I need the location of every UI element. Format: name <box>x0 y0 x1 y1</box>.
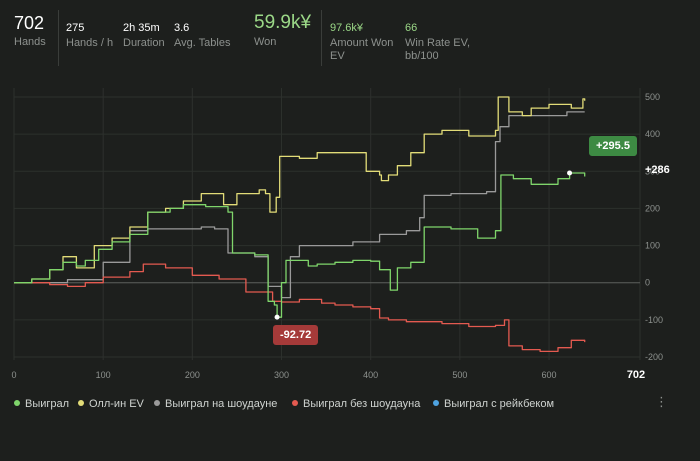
stat-win-rate-ev-value: 66 <box>405 22 418 34</box>
divider <box>321 10 322 66</box>
stat-duration-value: 2h 35m <box>123 22 160 34</box>
y-tick-label: 200 <box>645 203 660 213</box>
stat-avg-tables: 3.6 Avg. Tables <box>174 12 230 50</box>
legend-dot <box>154 400 160 406</box>
x-axis-labels: 0 100 200 300 400 500 600 702 <box>11 369 645 381</box>
stat-amount-won-ev-value: 97.6k¥ <box>330 22 364 34</box>
legend-item-won-no-showdown[interactable]: Выиграл без шоудауна <box>292 398 420 410</box>
max-point-marker <box>567 170 573 176</box>
x-end-label: 702 <box>627 369 645 381</box>
min-point-marker <box>274 314 280 320</box>
legend-item-allin-ev[interactable]: Олл-ин EV <box>78 398 144 410</box>
series-line-2 <box>14 111 585 299</box>
chart-grid <box>13 88 641 360</box>
stat-avg-tables-value: 3.6 <box>174 22 190 34</box>
stat-hands-per-hour: 275 Hands / h <box>66 12 113 50</box>
stat-won-label: Won <box>254 36 277 48</box>
stat-won-value: 59.9k¥ <box>254 12 312 33</box>
legend-dot <box>78 400 84 406</box>
stats-bar: 702 Hands 275 Hands / h 2h 35m Duration … <box>0 0 700 78</box>
stat-hands-per-hour-label: Hands / h <box>66 37 114 49</box>
legend-item-won-showdown[interactable]: Выиграл на шоудауне <box>154 398 277 410</box>
chart-markers <box>274 170 573 320</box>
legend-label: Выиграл без шоудауна <box>303 398 421 410</box>
y-tick-label: 0 <box>645 278 650 288</box>
legend-dot <box>292 400 298 406</box>
legend-dot <box>433 400 439 406</box>
x-tick-label: 500 <box>452 370 467 380</box>
legend-label: Выиграл <box>25 398 70 410</box>
stat-avg-tables-label: Avg. Tables <box>174 37 231 49</box>
x-tick-label: 100 <box>96 370 111 380</box>
y-tick-label: 400 <box>645 129 660 139</box>
stat-hands-label: Hands <box>14 36 46 48</box>
y-tick-label: -200 <box>645 352 663 362</box>
legend-item-won[interactable]: Выиграл <box>14 398 69 410</box>
x-tick-label: 200 <box>185 370 200 380</box>
x-tick-label: 0 <box>11 370 16 380</box>
legend-item-won-rakeback[interactable]: Выиграл с рейкбеком <box>433 398 554 410</box>
divider <box>58 10 59 66</box>
y-axis-labels: 500 400 300 200 100 0 -100 -200 <box>645 92 663 362</box>
stat-won: 59.9k¥ Won <box>254 12 311 49</box>
stat-hands-per-hour-value: 275 <box>66 22 85 34</box>
stat-hands: 702 Hands <box>14 12 46 49</box>
stat-duration-label: Duration <box>123 37 165 49</box>
stat-amount-won-ev-label-2: EV <box>330 50 345 62</box>
stat-win-rate-ev: 66 Win Rate EV, bb/100 <box>405 12 470 63</box>
min-value-tooltip: -92.72 <box>273 325 319 345</box>
series-line-3 <box>14 263 586 353</box>
y-tick-label: 300 <box>645 166 660 176</box>
stat-win-rate-ev-label: Win Rate EV, <box>405 37 471 49</box>
x-tick-label: 400 <box>363 370 378 380</box>
legend-label: Олл-ин EV <box>89 398 144 410</box>
y-tick-label: 100 <box>645 241 660 251</box>
legend-dot <box>14 400 20 406</box>
vertical-ellipsis-icon[interactable]: ⋮ <box>655 394 668 409</box>
max-value-tooltip: +295.5 <box>589 136 637 156</box>
series-line-0 <box>14 172 586 318</box>
x-tick-label: 300 <box>274 370 289 380</box>
x-tick-label: 600 <box>542 370 557 380</box>
end-value-label: +286 <box>645 164 670 176</box>
stat-amount-won-ev: 97.6k¥ Amount Won EV <box>330 12 393 63</box>
y-tick-label: 500 <box>645 92 660 102</box>
chart-series <box>14 96 586 353</box>
stat-hands-value: 702 <box>14 13 45 33</box>
stat-duration: 2h 35m Duration <box>123 12 165 50</box>
legend-label: Выиграл с рейкбеком <box>444 398 555 410</box>
stat-win-rate-ev-label-2: bb/100 <box>405 50 439 62</box>
legend-label: Выиграл на шоудауне <box>165 398 278 410</box>
stat-amount-won-ev-label: Amount Won <box>330 37 394 49</box>
y-tick-label: -100 <box>645 315 663 325</box>
